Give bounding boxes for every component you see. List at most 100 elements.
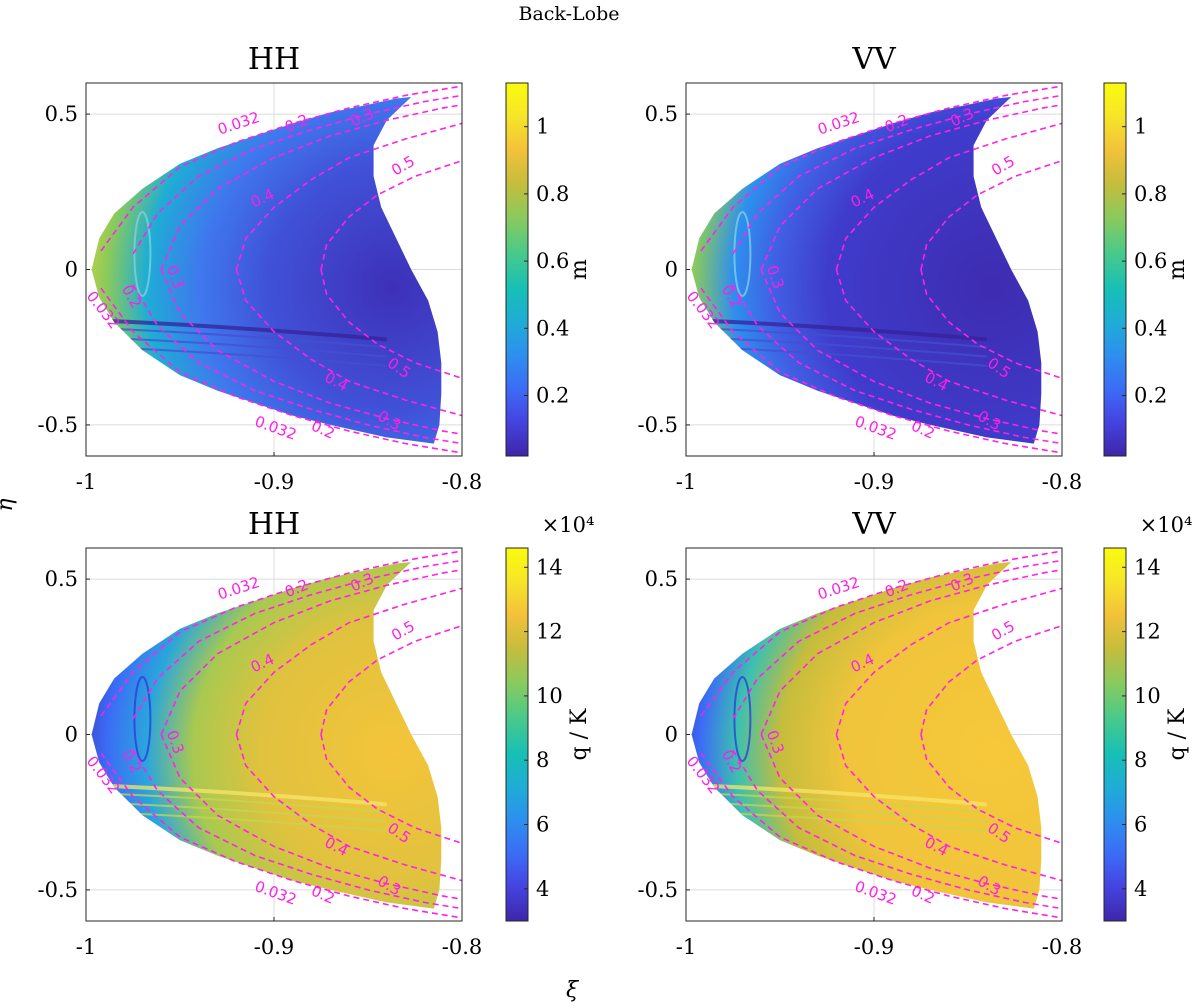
contour-0-2-upper: [732, 94, 1063, 255]
texture-band: [704, 336, 987, 358]
texture-band: [704, 801, 987, 823]
contour-0-032-upper: [700, 85, 1063, 252]
contour-0-4-upper: [835, 122, 1063, 270]
x-tick-label: -0.9: [854, 935, 895, 959]
x-tick-label: -1: [76, 470, 96, 494]
y-tick-label: 0.5: [645, 102, 678, 126]
contour-0-5-lower: [920, 269, 1063, 380]
texture-band: [104, 327, 387, 349]
contour-0-032-lower: [100, 287, 463, 454]
texture-band: [704, 318, 987, 342]
contour-0-5-upper: [920, 159, 1063, 270]
colorbar-tick-label: 12: [536, 620, 563, 644]
contour-0-3-upper: [760, 104, 1063, 270]
colorbar-tick-label: 6: [1134, 813, 1147, 837]
panel-4: 0.0320.0320.0320.20.20.20.30.30.30.40.40…: [638, 507, 1193, 959]
texture-arc: [733, 210, 752, 297]
y-tick-label: 0: [665, 258, 678, 282]
contour-0-5-upper: [320, 159, 463, 270]
colorbar-label: q / K: [567, 708, 592, 760]
colorbar: [505, 547, 529, 922]
contour-0-4-lower: [835, 734, 1063, 882]
x-tick-label: -0.8: [442, 470, 483, 494]
contour-0-4-lower: [235, 269, 463, 417]
colorbar-label: m: [567, 259, 592, 280]
x-tick-label: -0.8: [1042, 935, 1083, 959]
contour-0-2-upper: [132, 559, 463, 720]
contour-0-4-upper: [835, 587, 1063, 735]
colorbar-tick-label: 10: [536, 684, 563, 708]
heatmap-region: [691, 97, 1042, 444]
colorbar-tick-label: 6: [536, 813, 549, 837]
y-tick-label: -0.5: [638, 413, 679, 437]
colorbar-tick-label: 0.6: [536, 249, 569, 273]
y-tick-label: 0: [65, 258, 78, 282]
colorbar: [1103, 82, 1127, 457]
contour-0-2-lower: [732, 749, 1063, 910]
contour-0-3-upper: [160, 569, 463, 735]
contour-0-2-upper: [132, 94, 463, 255]
y-tick-label: -0.5: [638, 878, 679, 902]
shared-x-axis-label: ξ: [566, 978, 580, 1003]
contour-0-4-upper: [235, 122, 463, 270]
panel-1: 0.0320.0320.0320.20.20.20.30.30.30.40.40…: [38, 42, 593, 494]
panel-title: HH: [248, 507, 300, 542]
contour-0-5-upper: [320, 624, 463, 735]
panel-title: HH: [248, 42, 300, 77]
shared-y-axis-label: η: [0, 498, 18, 511]
colorbar-tick-label: 0.6: [1134, 249, 1167, 273]
contour-0-3-lower: [760, 734, 1063, 900]
y-tick-label: -0.5: [38, 878, 79, 902]
y-tick-label: 0.5: [45, 567, 78, 591]
contour-0-032-lower: [700, 752, 1063, 919]
colorbar-tick-label: 14: [536, 555, 563, 579]
heatmap-region: [91, 562, 442, 909]
colorbar: [505, 82, 529, 457]
y-tick-label: 0: [665, 723, 678, 747]
colorbar-tick-label: 12: [1134, 620, 1161, 644]
heatmap-region: [691, 562, 1042, 909]
texture-band: [104, 336, 387, 358]
texture-arc: [733, 675, 752, 762]
contour-0-032-lower: [100, 752, 463, 919]
contour-0-2-lower: [132, 749, 463, 910]
contour-0-3-upper: [760, 569, 1063, 735]
x-tick-label: -1: [76, 935, 96, 959]
x-tick-label: -1: [676, 935, 696, 959]
panel-2: 0.0320.0320.0320.20.20.20.30.30.30.40.40…: [638, 42, 1191, 494]
y-tick-label: -0.5: [38, 413, 79, 437]
x-tick-label: -0.9: [254, 470, 295, 494]
contour-0-4-lower: [235, 734, 463, 882]
x-tick-label: -1: [676, 470, 696, 494]
contour-0-032-upper: [700, 550, 1063, 717]
x-tick-label: -0.9: [854, 470, 895, 494]
contour-0-032-upper: [100, 550, 463, 717]
texture-arc: [133, 675, 152, 762]
colorbar-tick-label: 0.4: [1134, 316, 1167, 340]
contour-0-3-upper: [160, 104, 463, 270]
colorbar-tick-label: 8: [1134, 748, 1147, 772]
colorbar-tick-label: 1: [536, 115, 549, 139]
contour-0-3-lower: [760, 269, 1063, 435]
texture-band: [104, 318, 387, 342]
contour-0-4-lower: [835, 269, 1063, 417]
y-tick-label: 0.5: [45, 102, 78, 126]
texture-arc: [133, 210, 152, 297]
colorbar: [1103, 547, 1127, 922]
colorbar-tick-label: 0.2: [536, 384, 569, 408]
contour-0-2-lower: [132, 284, 463, 445]
colorbar-label: m: [1165, 259, 1190, 280]
panel-3: 0.0320.0320.0320.20.20.20.30.30.30.40.40…: [38, 507, 595, 959]
x-tick-label: -0.8: [442, 935, 483, 959]
colorbar-label: q / K: [1165, 708, 1190, 760]
colorbar-tick-label: 14: [1134, 555, 1161, 579]
y-tick-label: 0: [65, 723, 78, 747]
contour-0-5-lower: [320, 734, 463, 845]
contour-0-2-upper: [732, 559, 1063, 720]
colorbar-tick-label: 0.4: [536, 316, 569, 340]
contour-0-3-lower: [160, 734, 463, 900]
texture-band: [104, 801, 387, 823]
colorbar-tick-label: 8: [536, 748, 549, 772]
colorbar-tick-label: 0.8: [1134, 182, 1167, 206]
